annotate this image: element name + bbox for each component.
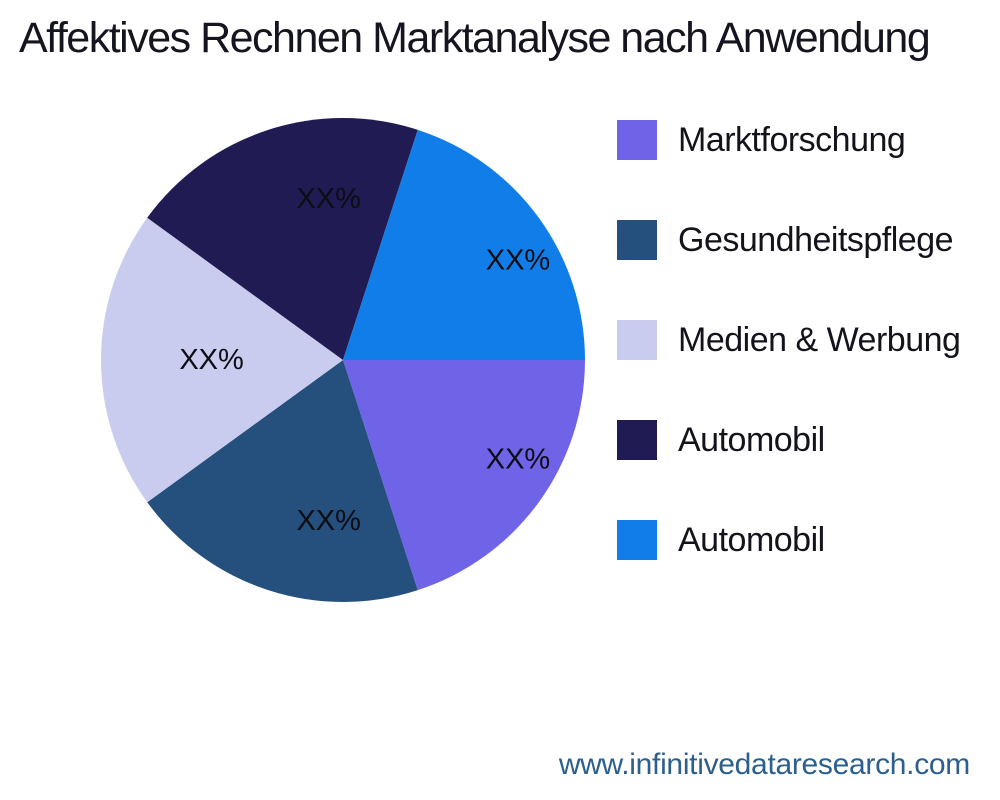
legend-label: Marktforschung <box>678 120 906 159</box>
pie-slice-label: XX% <box>179 344 243 376</box>
pie-slice-automobil-3 <box>147 118 418 360</box>
legend-label: Automobil <box>678 420 825 459</box>
legend-label: Gesundheitspflege <box>678 220 954 259</box>
legend-swatch <box>617 320 657 360</box>
legend-label: Automobil <box>678 520 825 559</box>
pie-slice-gesundheitspflege-1 <box>147 360 418 602</box>
pie-slice-label: XX% <box>486 244 550 276</box>
legend-item: Marktforschung <box>617 120 960 160</box>
legend-swatch <box>617 420 657 460</box>
legend-swatch <box>617 520 657 560</box>
legend-swatch <box>617 120 657 160</box>
pie-slice-medien-werbung-2 <box>100 217 343 503</box>
legend-item: Medien & Werbung <box>617 320 961 360</box>
legend-item: Gesundheitspflege <box>617 220 960 260</box>
chart-title: Affektives Rechnen Marktanalyse nach Anw… <box>19 14 931 62</box>
legend-label: Medien & Werbung <box>678 320 961 359</box>
legend-item: Automobil <box>617 520 960 560</box>
pie-slice-label: XX% <box>296 183 360 215</box>
pie-slice-marktforschung-0 <box>343 360 585 591</box>
website-link: www.infinitivedataresearch.com <box>558 748 970 781</box>
legend-swatch <box>617 220 657 260</box>
pie-slice-automobil-4 <box>343 129 585 360</box>
pie-slice-label: XX% <box>296 505 360 537</box>
pie-slice-label: XX% <box>486 444 550 476</box>
legend-item: Automobil <box>617 420 960 460</box>
legend: Marktforschung Gesundheitspflege Medien & … <box>617 120 961 620</box>
